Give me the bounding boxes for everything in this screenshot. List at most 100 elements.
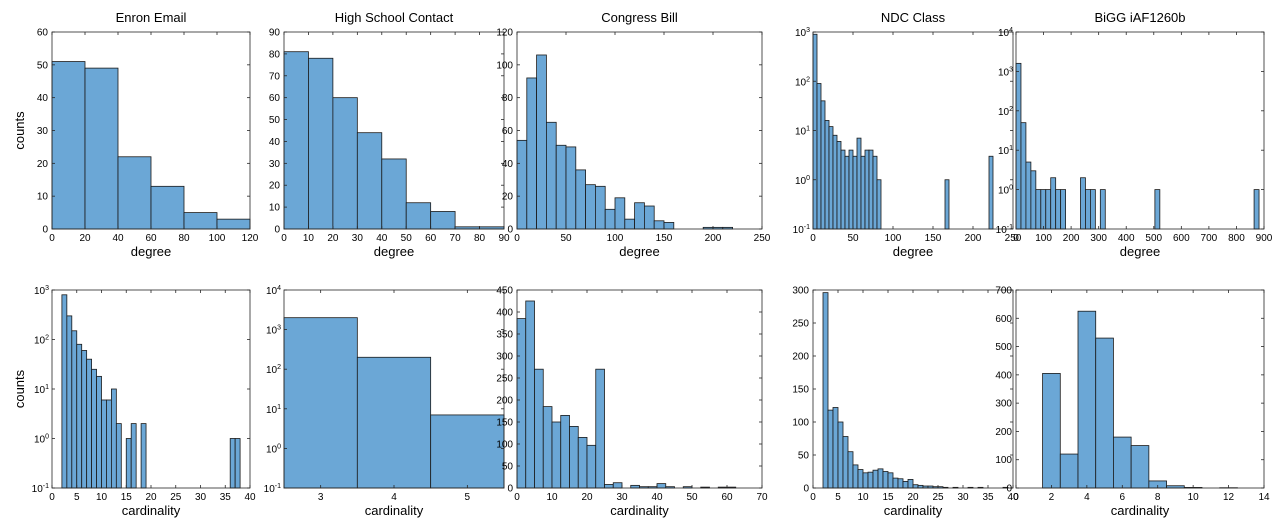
histogram-bar — [91, 368, 97, 489]
y-tick-label: 50 — [37, 60, 49, 71]
x-tick-label: 0 — [49, 492, 55, 503]
y-tick-label: 101 — [34, 384, 49, 396]
x-tick-label: 5 — [74, 492, 80, 503]
histogram-bar — [76, 343, 83, 489]
x-tick-label: 20 — [581, 492, 593, 503]
histogram-bar — [840, 149, 846, 230]
histogram-bar — [856, 137, 862, 230]
histogram-bar — [546, 121, 557, 230]
histogram-bar — [595, 185, 606, 230]
y-tick-label: 600 — [995, 314, 1012, 325]
histogram-bar — [604, 484, 614, 489]
x-tick-label: 100 — [209, 233, 226, 244]
histogram-bar — [560, 414, 570, 489]
x-tick-label: 10 — [1188, 492, 1200, 503]
y-axis-label: counts — [12, 369, 27, 408]
y-tick-label: 100 — [266, 443, 281, 455]
x-tick-label: 60 — [145, 233, 157, 244]
x-tick-label: 0 — [281, 233, 287, 244]
y-tick-label: 103 — [998, 66, 1013, 78]
histogram-bar — [624, 218, 635, 230]
histogram-bar — [565, 146, 577, 230]
histogram-bar — [876, 179, 882, 230]
y-tick-label: 103 — [795, 27, 810, 39]
histogram-bar — [988, 155, 994, 230]
histogram-bar — [150, 185, 185, 230]
histogram-bar — [569, 425, 579, 489]
histogram-bar — [86, 358, 93, 489]
y-tick-label: 80 — [502, 93, 514, 104]
histogram-bar — [551, 421, 562, 489]
x-axis-label: degree — [1120, 244, 1160, 259]
x-tick-label: 3 — [318, 492, 324, 503]
histogram-bar — [887, 472, 894, 489]
histogram-bar — [907, 479, 914, 489]
x-axis-label: degree — [131, 244, 171, 259]
panel-title: High School Contact — [335, 10, 454, 25]
y-tick-label: 250 — [496, 374, 513, 385]
y-tick-label: 120 — [496, 28, 513, 39]
x-tick-label: 40 — [112, 233, 124, 244]
histogram-bar — [1090, 189, 1096, 230]
histogram-bar — [585, 184, 596, 230]
y-tick-label: 60 — [269, 93, 281, 104]
y-tick-label: 102 — [34, 335, 49, 347]
x-axis-label: cardinality — [365, 503, 424, 518]
y-tick-label: 20 — [37, 159, 49, 170]
histogram-bar — [842, 436, 849, 489]
axes-frame — [1015, 31, 1265, 230]
panel-title: NDC Class — [881, 10, 946, 25]
x-tick-label: 300 — [1090, 233, 1107, 244]
histogram-bar — [117, 156, 152, 230]
histogram-bar — [864, 149, 870, 230]
histogram-bar — [897, 478, 904, 489]
x-tick-label: 15 — [121, 492, 133, 503]
x-tick-label: 50 — [686, 492, 698, 503]
y-tick-label: 0 — [507, 225, 513, 236]
y-tick-label: 0 — [274, 225, 280, 236]
x-tick-label: 70 — [756, 492, 768, 503]
y-tick-label: 40 — [269, 137, 281, 148]
histogram-bar — [1055, 189, 1062, 230]
histogram-bar — [516, 139, 528, 230]
x-tick-label: 90 — [498, 233, 510, 244]
x-tick-label: 100 — [885, 233, 902, 244]
histogram-bar — [820, 100, 826, 230]
histogram-bar — [852, 155, 858, 230]
histogram-panel-5: 0 100 200 300 400 500 600 700 800 900 10-1 100 101 10… — [996, 10, 1273, 259]
x-tick-label: 250 — [754, 233, 771, 244]
panel-title: Enron Email — [116, 10, 187, 25]
x-tick-label: 10 — [303, 233, 315, 244]
histogram-bar — [1030, 170, 1037, 230]
histogram-panel-1: 0 20 40 60 80 100 120 0 10 20 30 40 50 60 Enron Email d… — [12, 10, 259, 259]
y-tick-label: 300 — [496, 352, 513, 363]
histogram-bar — [542, 406, 553, 489]
y-tick-label: 0 — [507, 484, 513, 495]
y-tick-label: 80 — [269, 49, 281, 60]
histogram-bar — [1040, 189, 1047, 230]
histogram-bar — [1154, 189, 1161, 230]
histogram-bar — [1095, 337, 1114, 489]
x-axis-label: cardinality — [122, 503, 181, 518]
x-tick-label: 150 — [656, 233, 673, 244]
histogram-bar — [1113, 436, 1132, 489]
panel-title: BiGG iAF1260b — [1094, 10, 1185, 25]
histogram-bar — [111, 388, 117, 489]
histogram-bar — [872, 469, 879, 489]
x-tick-label: 0 — [810, 233, 816, 244]
histogram-bar — [822, 292, 829, 489]
histogram-bar — [1077, 310, 1097, 489]
x-tick-label: 20 — [79, 233, 91, 244]
x-tick-label: 150 — [925, 233, 942, 244]
histogram-bar — [332, 97, 358, 230]
y-tick-label: 500 — [995, 342, 1012, 353]
histogram-bar — [81, 350, 88, 489]
histogram-bar — [872, 155, 878, 230]
histogram-bar — [1042, 373, 1061, 489]
histogram-bar — [430, 211, 456, 230]
y-tick-label: 50 — [269, 115, 281, 126]
y-tick-label: 10 — [37, 192, 49, 203]
histogram-bar — [848, 149, 854, 230]
y-tick-label: 103 — [34, 285, 49, 297]
